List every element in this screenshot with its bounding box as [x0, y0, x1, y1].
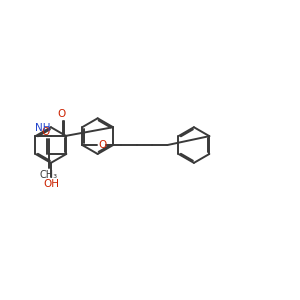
Text: O: O — [57, 109, 65, 119]
Text: O: O — [98, 140, 106, 150]
Text: O: O — [41, 127, 50, 137]
Text: CH₃: CH₃ — [40, 170, 58, 180]
Text: NH: NH — [35, 123, 51, 133]
Text: OH: OH — [43, 179, 59, 189]
